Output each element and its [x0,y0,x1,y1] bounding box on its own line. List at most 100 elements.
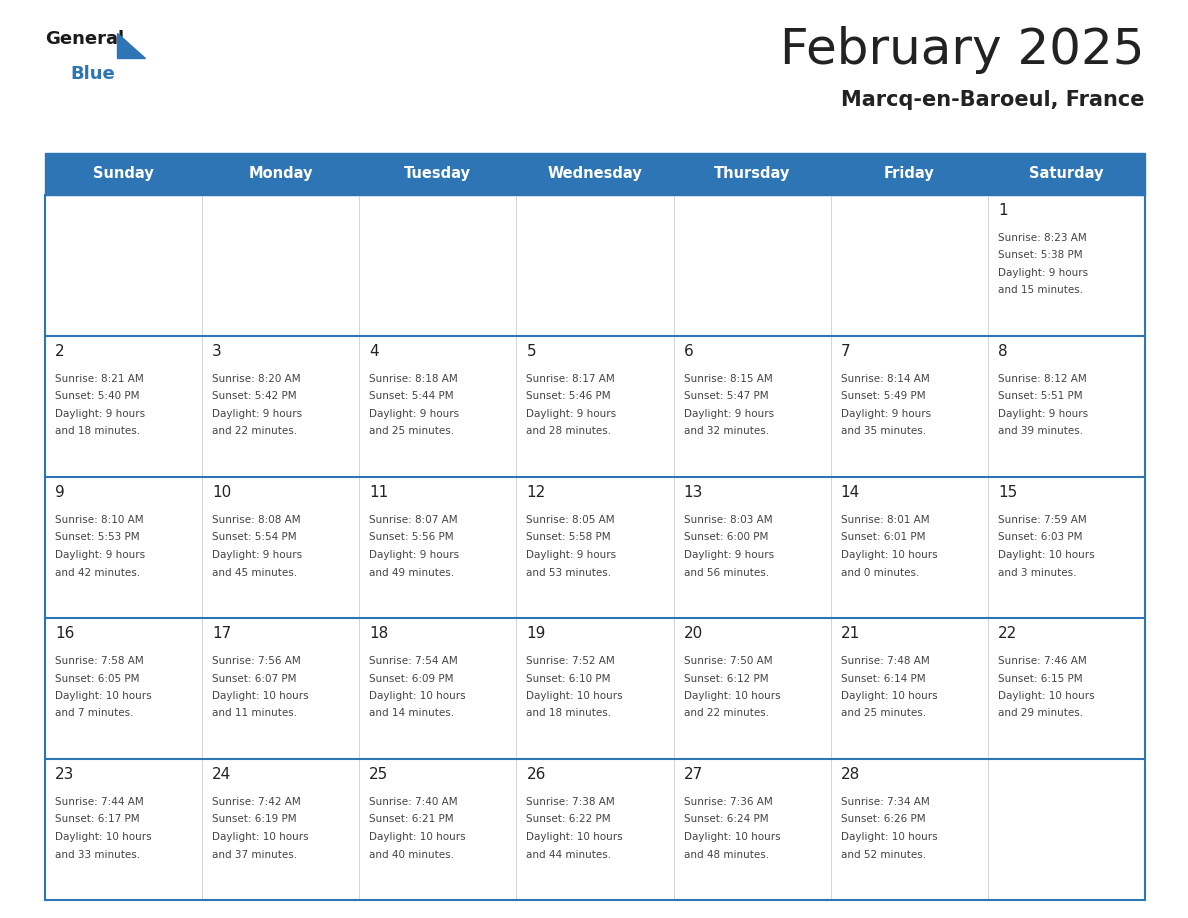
Text: 25: 25 [369,767,388,782]
Text: Daylight: 10 hours: Daylight: 10 hours [841,832,937,842]
Text: and 14 minutes.: and 14 minutes. [369,709,455,719]
Text: and 37 minutes.: and 37 minutes. [213,849,297,859]
Text: Sunrise: 8:12 AM: Sunrise: 8:12 AM [998,374,1087,384]
Text: Sunrise: 7:54 AM: Sunrise: 7:54 AM [369,656,459,666]
Text: Sunrise: 8:18 AM: Sunrise: 8:18 AM [369,374,459,384]
Text: Daylight: 9 hours: Daylight: 9 hours [683,550,773,560]
Text: 20: 20 [683,626,703,641]
Text: February 2025: February 2025 [781,26,1145,74]
Bar [517,759,674,900]
Text: Sunset: 6:07 PM: Sunset: 6:07 PM [213,674,297,684]
Text: 21: 21 [841,626,860,641]
Text: Daylight: 9 hours: Daylight: 9 hours [213,550,302,560]
Text: Sunset: 6:10 PM: Sunset: 6:10 PM [526,674,611,684]
Text: and 52 minutes.: and 52 minutes. [841,849,925,859]
Text: and 25 minutes.: and 25 minutes. [369,427,455,436]
Text: and 29 minutes.: and 29 minutes. [998,709,1083,719]
Text: Sunrise: 8:20 AM: Sunrise: 8:20 AM [213,374,301,384]
Text: and 18 minutes.: and 18 minutes. [526,709,612,719]
Bar [202,336,359,477]
Text: and 18 minutes.: and 18 minutes. [55,427,140,436]
Text: Sunrise: 8:17 AM: Sunrise: 8:17 AM [526,374,615,384]
Text: Sunrise: 8:10 AM: Sunrise: 8:10 AM [55,515,144,525]
Text: 27: 27 [683,767,703,782]
Bar [45,336,202,477]
Bar [45,618,202,759]
Text: Daylight: 10 hours: Daylight: 10 hours [369,691,466,701]
Text: and 39 minutes.: and 39 minutes. [998,427,1083,436]
Text: Daylight: 10 hours: Daylight: 10 hours [213,832,309,842]
Text: 1: 1 [998,203,1007,218]
Text: Marcq-en-Baroeul, France: Marcq-en-Baroeul, France [841,90,1145,110]
Text: Daylight: 9 hours: Daylight: 9 hours [998,268,1088,278]
Text: Daylight: 10 hours: Daylight: 10 hours [526,691,623,701]
Text: 14: 14 [841,485,860,500]
Bar [359,336,517,477]
Text: and 25 minutes.: and 25 minutes. [841,709,925,719]
Text: 28: 28 [841,767,860,782]
Bar [45,477,202,618]
Bar [674,759,830,900]
Bar [202,195,359,336]
Bar [517,336,674,477]
Bar [359,759,517,900]
Text: Daylight: 9 hours: Daylight: 9 hours [683,409,773,419]
Text: Daylight: 9 hours: Daylight: 9 hours [213,409,302,419]
Text: Sunset: 6:19 PM: Sunset: 6:19 PM [213,814,297,824]
Text: 3: 3 [213,344,222,359]
Text: Daylight: 9 hours: Daylight: 9 hours [841,409,931,419]
Text: 11: 11 [369,485,388,500]
Text: Sunset: 6:15 PM: Sunset: 6:15 PM [998,674,1082,684]
Text: Sunrise: 8:01 AM: Sunrise: 8:01 AM [841,515,929,525]
Bar [45,153,1145,195]
Bar [202,477,359,618]
Bar [517,477,674,618]
Text: Sunrise: 7:52 AM: Sunrise: 7:52 AM [526,656,615,666]
Text: Daylight: 10 hours: Daylight: 10 hours [526,832,623,842]
Text: Daylight: 10 hours: Daylight: 10 hours [213,691,309,701]
Text: 23: 23 [55,767,75,782]
Text: Sunrise: 8:15 AM: Sunrise: 8:15 AM [683,374,772,384]
Text: Sunset: 6:12 PM: Sunset: 6:12 PM [683,674,769,684]
Text: Tuesday: Tuesday [404,166,472,182]
Text: 15: 15 [998,485,1017,500]
Text: Sunrise: 7:44 AM: Sunrise: 7:44 AM [55,797,144,807]
Text: 6: 6 [683,344,694,359]
Text: Daylight: 9 hours: Daylight: 9 hours [526,550,617,560]
Text: Sunset: 6:01 PM: Sunset: 6:01 PM [841,532,925,543]
Polygon shape [116,33,145,58]
Bar [202,759,359,900]
Text: Sunset: 5:51 PM: Sunset: 5:51 PM [998,391,1082,401]
Text: and 7 minutes.: and 7 minutes. [55,709,133,719]
Text: 26: 26 [526,767,545,782]
Text: 17: 17 [213,626,232,641]
Text: Daylight: 10 hours: Daylight: 10 hours [998,691,1094,701]
Text: Sunset: 6:14 PM: Sunset: 6:14 PM [841,674,925,684]
Text: Daylight: 10 hours: Daylight: 10 hours [841,691,937,701]
Text: Sunday: Sunday [93,166,154,182]
Bar [988,759,1145,900]
Bar [988,195,1145,336]
Bar [45,759,202,900]
Bar [202,618,359,759]
Bar [988,477,1145,618]
Text: Sunset: 6:26 PM: Sunset: 6:26 PM [841,814,925,824]
Text: Sunset: 5:54 PM: Sunset: 5:54 PM [213,532,297,543]
Bar [359,195,517,336]
Text: Thursday: Thursday [714,166,790,182]
Text: Sunset: 6:17 PM: Sunset: 6:17 PM [55,814,140,824]
Text: Daylight: 10 hours: Daylight: 10 hours [55,832,152,842]
Text: Sunset: 6:05 PM: Sunset: 6:05 PM [55,674,139,684]
Text: Daylight: 9 hours: Daylight: 9 hours [55,409,145,419]
Text: Sunrise: 7:48 AM: Sunrise: 7:48 AM [841,656,929,666]
Text: and 33 minutes.: and 33 minutes. [55,849,140,859]
Text: Daylight: 9 hours: Daylight: 9 hours [526,409,617,419]
Text: Sunrise: 7:59 AM: Sunrise: 7:59 AM [998,515,1087,525]
Text: Sunrise: 7:40 AM: Sunrise: 7:40 AM [369,797,457,807]
Text: Daylight: 10 hours: Daylight: 10 hours [683,832,781,842]
Text: Sunset: 5:47 PM: Sunset: 5:47 PM [683,391,769,401]
Text: and 28 minutes.: and 28 minutes. [526,427,612,436]
Text: 9: 9 [55,485,65,500]
Text: and 32 minutes.: and 32 minutes. [683,427,769,436]
Text: and 0 minutes.: and 0 minutes. [841,567,920,577]
